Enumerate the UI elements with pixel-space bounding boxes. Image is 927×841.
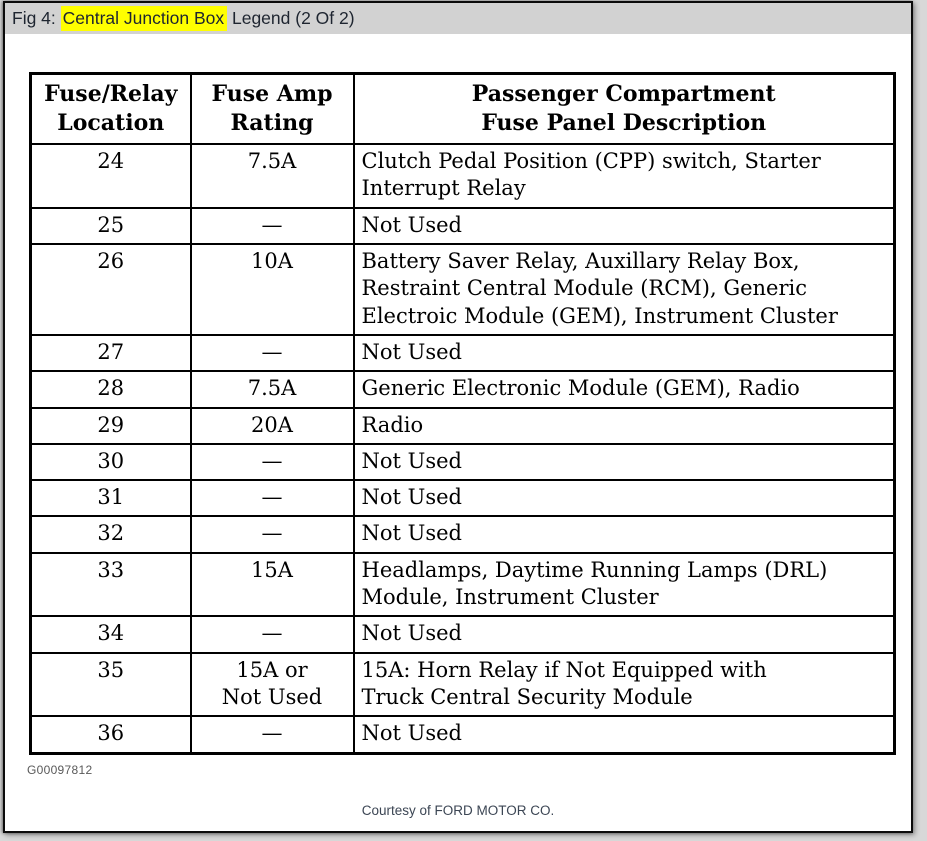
fuse-legend-table: Fuse/Relay Location Fuse Amp Rating Pass… [29,72,896,755]
cell-description: Not Used [352,333,896,373]
cell-location: 32 [29,515,192,554]
figure-title-highlight: Central Junction Box [60,6,228,31]
table-row: 27— Not Used [29,333,896,373]
figure-window: Fig 4: Central Junction Box Legend (2 Of… [3,1,913,833]
cell-rating: 7.5A [189,370,355,409]
cell-description: Generic Electronic Module (GEM), Radio [352,370,896,409]
cell-rating: — [189,206,355,246]
column-header-location: Fuse/Relay Location [29,72,192,146]
cell-description: Not Used [352,715,896,755]
column-header-rating: Fuse Amp Rating [189,72,355,146]
cell-rating: 15A or Not Used [189,651,355,718]
cell-description: Not Used [352,206,896,246]
cell-location: 29 [29,406,192,445]
table-row: 24 7.5A Clutch Pedal Position (CPP) switch… [29,143,896,209]
figure-title-suffix: Legend (2 Of 2) [227,8,355,28]
cell-rating: — [189,333,355,373]
cell-location: 34 [29,615,192,654]
figure-title-prefix: Fig 4: [12,8,61,28]
fuse-table-body: 24 7.5A Clutch Pedal Position (CPP) switch… [29,143,896,755]
cell-rating: — [189,479,355,518]
table-row: 28 7.5A Generic Electronic Module (GEM), R… [29,370,896,409]
cell-rating: 7.5A [189,143,355,209]
table-row: 30— Not Used [29,442,896,482]
cell-rating: — [189,442,355,482]
cell-description: Battery Saver Relay, Auxillary Relay Box… [352,243,896,336]
cell-rating: 15A [189,551,355,618]
cell-rating: 20A [189,406,355,445]
cell-location: 30 [29,442,192,482]
cell-description: Radio [352,406,896,445]
cell-description: Headlamps, Daytime Running Lamps (DRL) M… [352,551,896,618]
cell-location: 28 [29,370,192,409]
cell-location: 35 [29,651,192,718]
cell-description: Not Used [352,615,896,654]
cell-location: 31 [29,479,192,518]
cell-rating: — [189,615,355,654]
column-header-description: Passenger Compartment Fuse Panel Descrip… [352,72,896,146]
table-row: 33 15A Headlamps, Daytime Running Lamps (D… [29,551,896,618]
table-row: 25— Not Used [29,206,896,246]
figure-id-label: G00097812 [27,762,93,777]
table-row: 34— Not Used [29,615,896,654]
table-row: 36— Not Used [29,715,896,755]
table-row: 31— Not Used [29,479,896,518]
cell-rating: — [189,715,355,755]
cell-description: Not Used [352,442,896,482]
cell-rating: 10A [189,243,355,336]
cell-location: 24 [29,143,192,209]
table-row: 32— Not Used [29,515,896,554]
cell-location: 25 [29,206,192,246]
cell-description: 15A: Horn Relay if Not Equipped with Tru… [352,651,896,718]
cell-description: Clutch Pedal Position (CPP) switch, Star… [352,143,896,209]
cell-location: 27 [29,333,192,373]
header-row: Fuse/Relay Location Fuse Amp Rating Pass… [29,72,896,146]
cell-location: 36 [29,715,192,755]
cell-location: 26 [29,243,192,336]
table-row: 29 20A Radio [29,406,896,445]
figure-title-bar: Fig 4: Central Junction Box Legend (2 Of… [5,3,911,34]
cell-location: 33 [29,551,192,618]
fuse-table-header: Fuse/Relay Location Fuse Amp Rating Pass… [29,72,896,146]
table-row: 26 10A Battery Saver Relay, Auxillary Rela… [29,243,896,336]
courtesy-note: Courtesy of FORD MOTOR CO. [361,803,555,818]
table-row: 35 15A or Not Used 15A: Horn Relay if Not … [29,651,896,718]
cell-rating: — [189,515,355,554]
cell-description: Not Used [352,515,896,554]
cell-description: Not Used [352,479,896,518]
